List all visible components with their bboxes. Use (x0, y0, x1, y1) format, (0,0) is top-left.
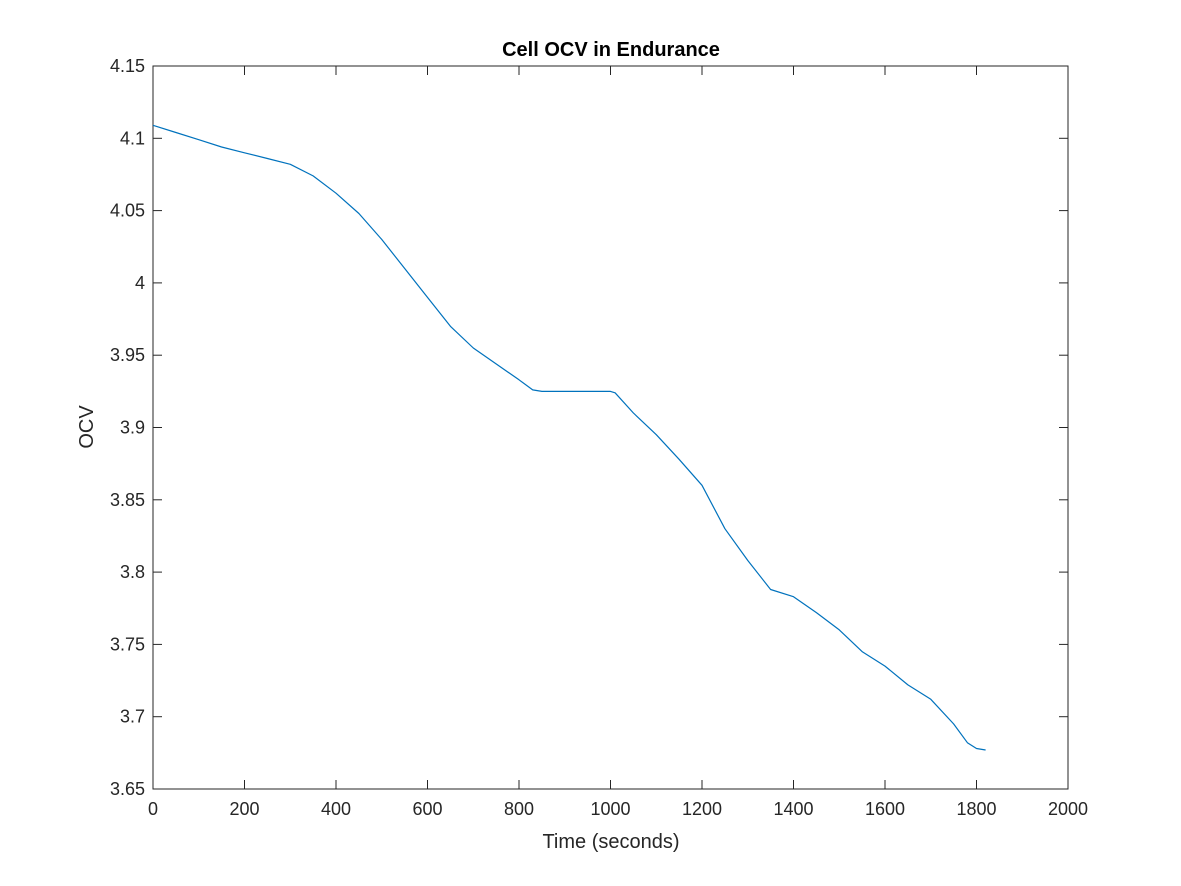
y-tick-label: 3.85 (110, 490, 145, 510)
y-tick-label: 4 (135, 273, 145, 293)
series-line-1 (152, 124, 986, 751)
x-tick-label: 1200 (682, 799, 722, 819)
y-tick-label: 3.9 (120, 418, 145, 438)
x-axis-label: Time (seconds) (542, 831, 679, 853)
y-tick-label: 3.65 (110, 779, 145, 799)
y-tick-label: 4.1 (120, 128, 145, 148)
y-tick-label: 3.95 (110, 345, 145, 365)
x-tick-label: 1600 (865, 799, 905, 819)
y-axis: 3.65 3.7 3.75 3.8 3.85 3.9 3.95 4 4.05 4.1 4.15 (110, 56, 1068, 799)
chart-title: Cell OCV in Endurance (502, 39, 720, 61)
x-tick-label: 1400 (773, 799, 813, 819)
y-tick-label: 4.15 (110, 56, 145, 76)
x-axis: 0 200 400 600 800 1000 1200 1400 1600 1800 2000 (148, 66, 1088, 819)
y-tick-label: 3.7 (120, 707, 145, 727)
y-tick-label: 3.8 (120, 562, 145, 582)
x-tick-label: 600 (412, 799, 442, 819)
y-tick-label: 4.05 (110, 201, 145, 221)
x-tick-label: 0 (148, 799, 158, 819)
x-tick-label: 1000 (590, 799, 630, 819)
series-group (152, 124, 986, 751)
x-tick-label: 800 (504, 799, 534, 819)
plot-area (152, 65, 1069, 790)
x-tick-label: 200 (229, 799, 259, 819)
x-tick-label: 400 (321, 799, 351, 819)
x-tick-label: 1800 (956, 799, 996, 819)
y-axis-label: OCV (76, 405, 98, 449)
x-tick-label: 2000 (1048, 799, 1088, 819)
y-tick-label: 3.75 (110, 634, 145, 654)
